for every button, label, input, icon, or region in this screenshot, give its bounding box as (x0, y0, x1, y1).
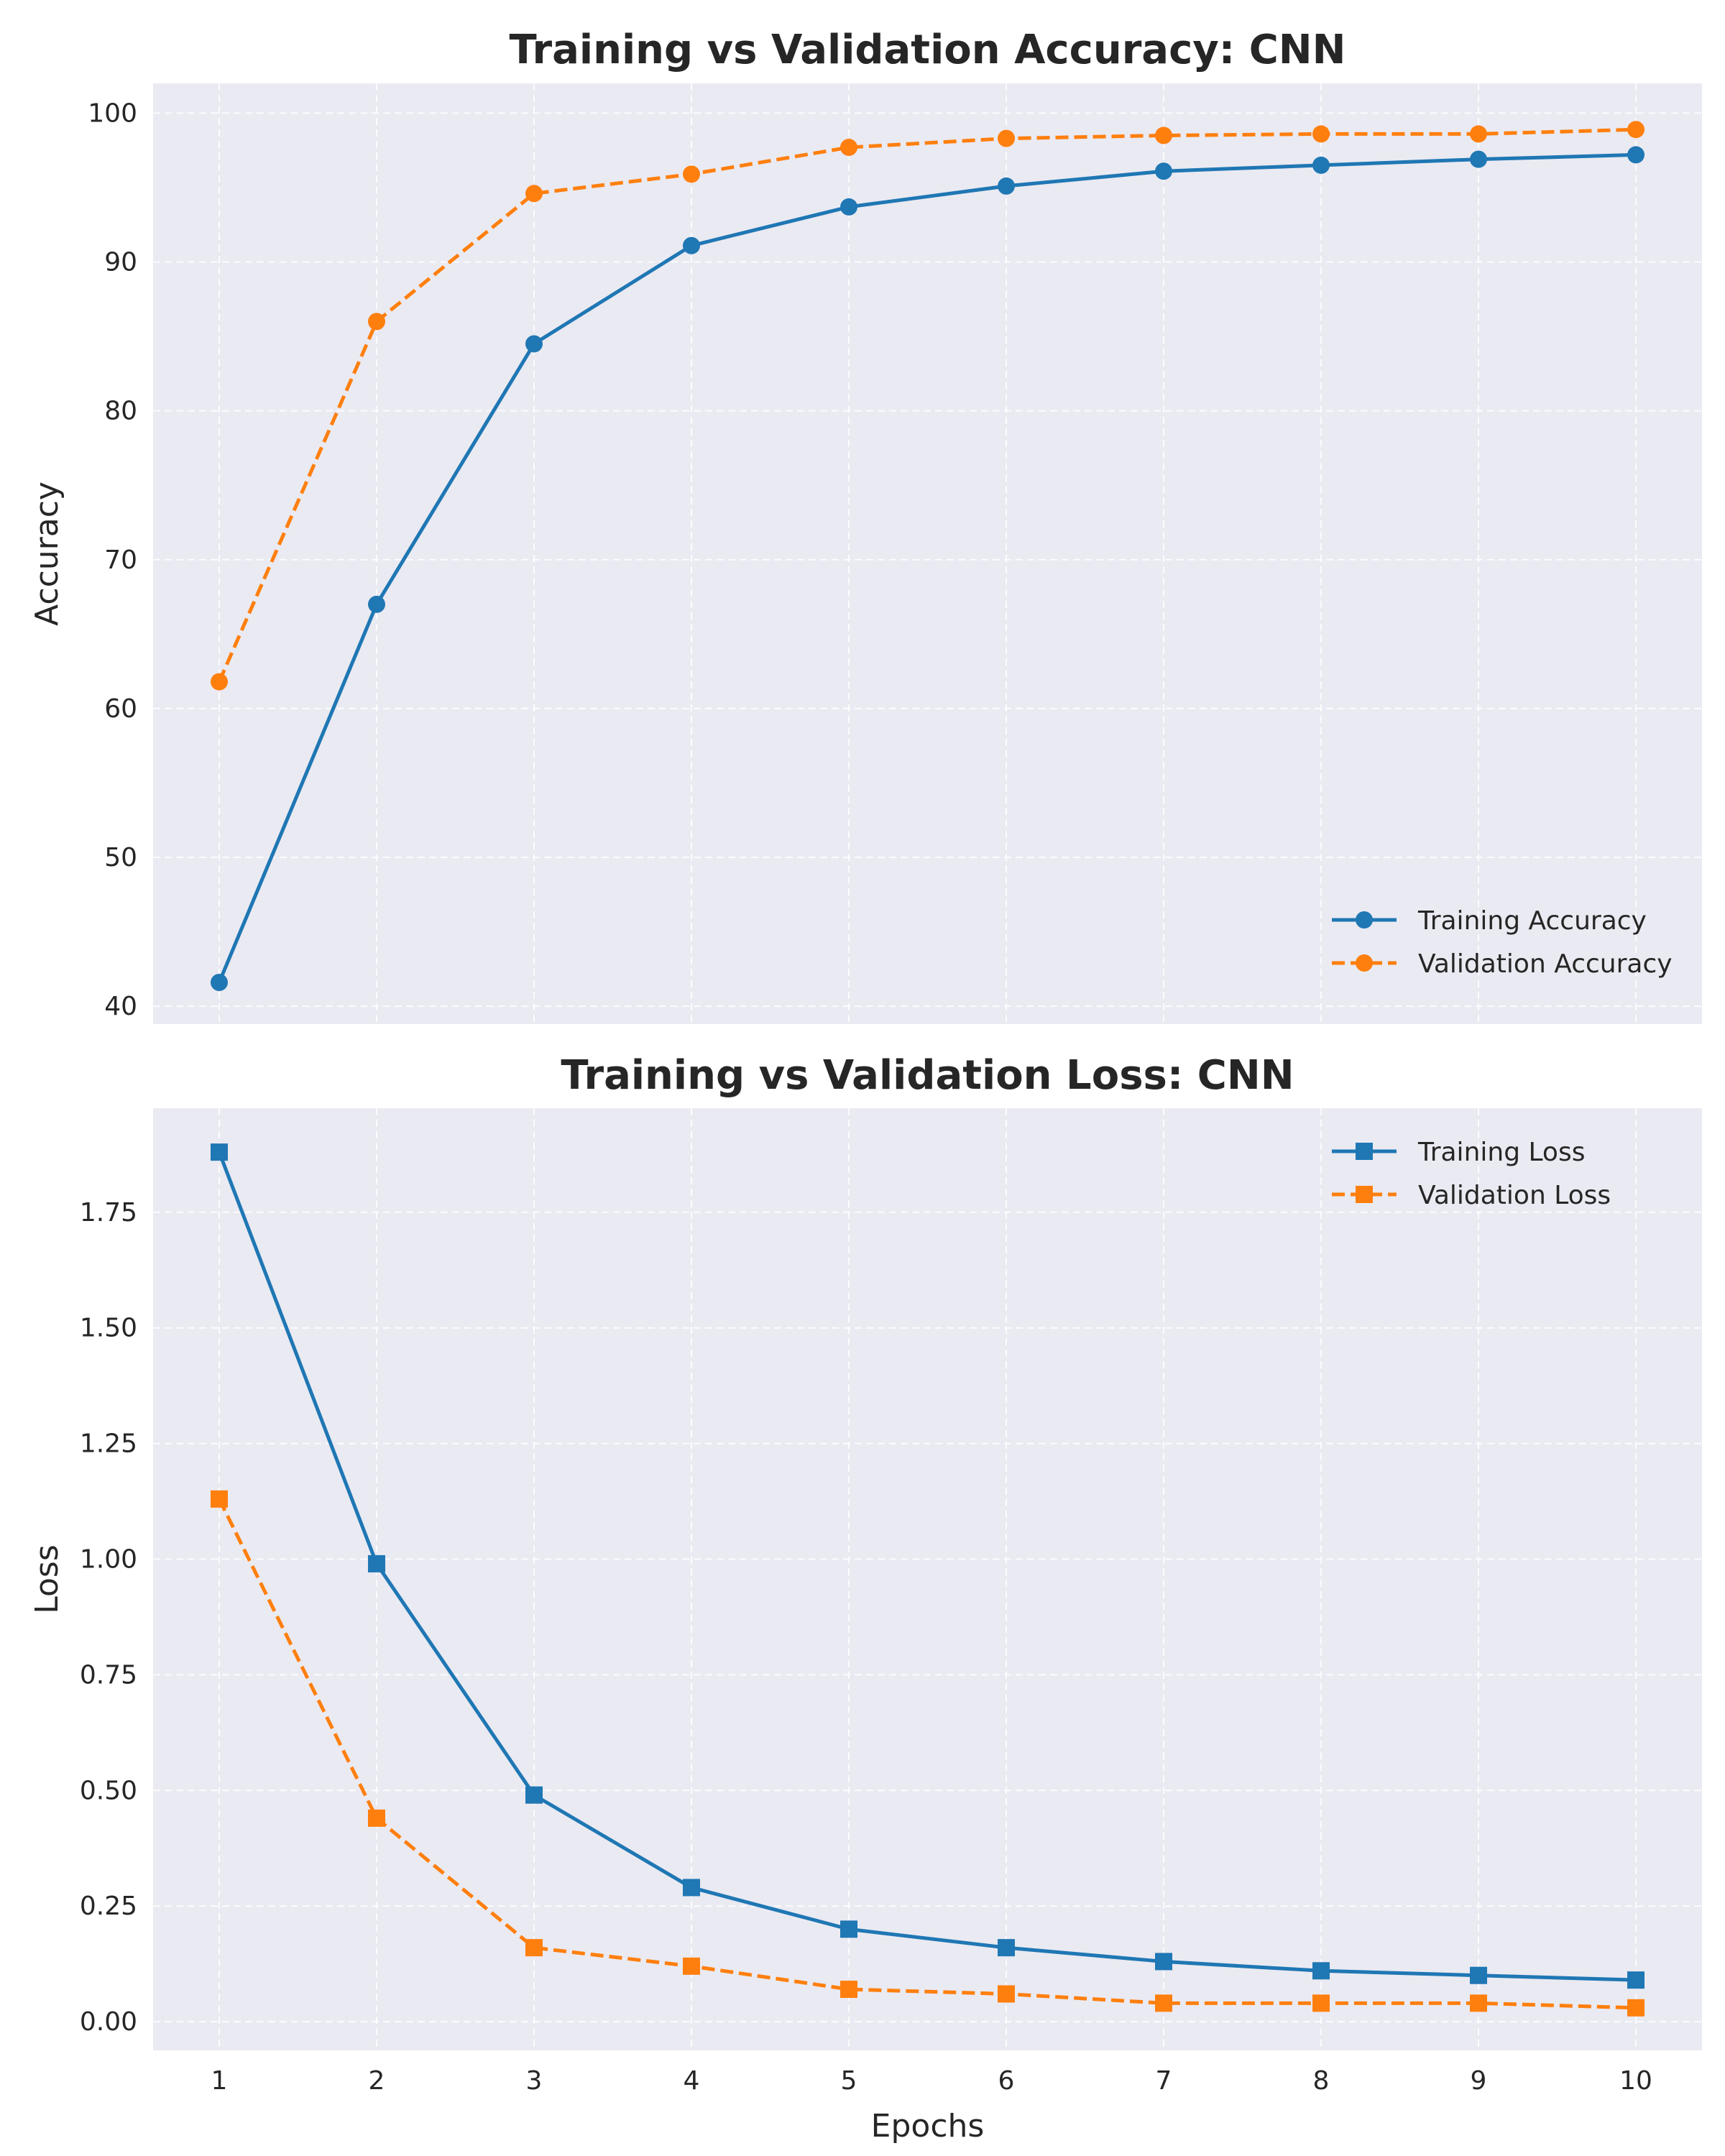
legend-marker (1356, 911, 1373, 929)
series-line (217, 152, 1637, 983)
y-tick-label: 0.50 (80, 1776, 137, 1805)
y-tick-label: 1.00 (80, 1545, 137, 1575)
y-tick-label: 70 (104, 545, 137, 575)
x-tick-label: 4 (684, 2066, 700, 2096)
data-point (367, 1554, 385, 1572)
data-point (1312, 156, 1330, 174)
data-point (367, 595, 385, 613)
data-point (367, 313, 385, 331)
y-tick-label: 1.50 (80, 1314, 137, 1343)
data-point (1627, 1971, 1645, 1989)
chart-loss: 0.00 0.25 0.50 0.75 1.00 1.25 1.50 1.75 1 2 3 4 5 6 7 8… (29, 1052, 1702, 2145)
y-tick-label: 50 (104, 843, 137, 872)
data-point (210, 1490, 228, 1508)
legend-item: Validation Loss (1332, 1181, 1611, 1210)
data-point (1155, 162, 1173, 180)
y-tick-label: 90 (104, 248, 137, 277)
data-point (525, 1786, 543, 1804)
data-point (998, 129, 1016, 147)
x-tick-label: 9 (1471, 2066, 1487, 2096)
data-point (682, 1957, 700, 1975)
legend-item: Training Loss (1332, 1138, 1585, 1167)
data-point (525, 335, 543, 353)
data-point (210, 1143, 228, 1161)
plot-area (153, 1108, 1702, 2050)
series-line (217, 127, 1637, 683)
series-training-loss (210, 1143, 1645, 1989)
data-point (840, 139, 857, 157)
x-tick-label: 7 (1156, 2066, 1172, 2096)
data-point (682, 236, 700, 254)
x-tick-label: 1 (211, 2066, 228, 2096)
y-axis-label: Loss (29, 1544, 65, 1614)
y-tick-label: 60 (104, 694, 137, 724)
data-point (1627, 121, 1645, 139)
plot-area (153, 83, 1702, 1024)
legend-marker (1356, 1143, 1373, 1160)
legend-item: Training Accuracy (1332, 906, 1647, 936)
chart-title: Training vs Validation Accuracy: CNN (509, 27, 1346, 73)
data-point (210, 974, 228, 992)
series-validation-loss (210, 1490, 1645, 2017)
legend-label: Training Accuracy (1417, 906, 1647, 936)
legend: Training Accuracy Validation Accuracy (1332, 906, 1673, 979)
legend-label: Training Loss (1417, 1138, 1585, 1167)
series-training-accuracy (210, 146, 1645, 992)
y-tick-label: 0.25 (80, 1892, 137, 1921)
data-point (210, 673, 228, 691)
y-tick-label: 0.00 (80, 2007, 137, 2037)
legend-label: Validation Accuracy (1418, 949, 1673, 979)
x-tick-label: 3 (526, 2066, 543, 2096)
legend-marker (1356, 1186, 1373, 1203)
data-point (840, 198, 857, 216)
legend-marker (1356, 954, 1373, 972)
data-point (682, 165, 700, 183)
data-point (1470, 150, 1488, 168)
y-tick-label: 40 (104, 992, 137, 1021)
data-point (998, 177, 1016, 195)
series-validation-accuracy (210, 121, 1645, 691)
series-line (217, 1151, 1637, 1982)
legend: Training Loss Validation Loss (1332, 1138, 1611, 1210)
data-point (367, 1809, 385, 1827)
data-point (682, 1879, 700, 1897)
data-point (998, 1985, 1016, 2003)
data-point (1155, 1994, 1173, 2012)
x-axis-label: Epochs (871, 2108, 985, 2145)
data-point (840, 1920, 857, 1938)
x-tick-label: 6 (998, 2066, 1015, 2096)
x-tick-label: 5 (841, 2066, 857, 2096)
y-tick-label: 0.75 (80, 1660, 137, 1690)
legend-label: Validation Loss (1418, 1181, 1611, 1210)
y-tick-label: 1.25 (80, 1429, 137, 1459)
data-point (1627, 146, 1645, 164)
data-point (1627, 1999, 1645, 2017)
data-point (840, 1981, 857, 1999)
data-point (998, 1939, 1016, 1957)
data-point (1155, 126, 1173, 144)
x-tick-label: 10 (1619, 2066, 1652, 2096)
data-point (1312, 1962, 1330, 1980)
data-point (1470, 125, 1488, 143)
legend-item: Validation Accuracy (1332, 949, 1673, 979)
y-axis-label: Accuracy (29, 482, 65, 626)
data-point (1470, 1966, 1488, 1984)
y-tick-label: 100 (88, 98, 137, 128)
chart-title: Training vs Validation Loss: CNN (561, 1052, 1294, 1099)
data-point (525, 185, 543, 203)
y-tick-label: 80 (104, 397, 137, 426)
x-tick-label: 2 (369, 2066, 385, 2096)
data-point (1312, 125, 1330, 143)
data-point (1470, 1994, 1488, 2012)
y-tick-label: 1.75 (80, 1198, 137, 1227)
data-point (1312, 1994, 1330, 2012)
x-tick-label: 8 (1313, 2066, 1330, 2096)
data-point (525, 1939, 543, 1957)
chart-accuracy: 40 50 60 70 80 90 100 Training vs Validation Ac… (29, 27, 1702, 1024)
data-point (1155, 1953, 1173, 1971)
series-line (217, 1498, 1637, 2010)
